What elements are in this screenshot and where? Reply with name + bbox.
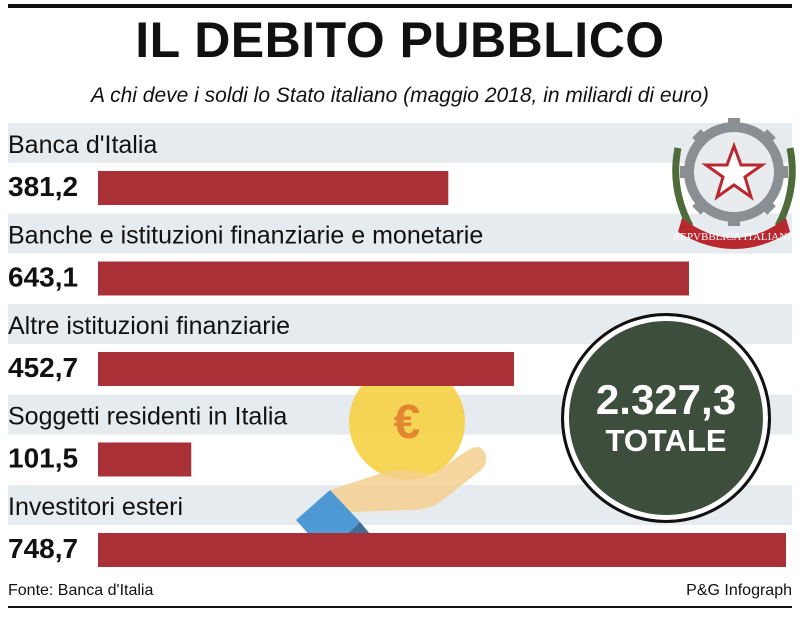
value-label: 748,7 [8,533,78,564]
bar [98,533,786,567]
value-label: 381,2 [8,171,78,202]
bar [98,171,449,205]
euro-coin-hand-icon: € [296,372,487,562]
value-label: 101,5 [8,443,78,474]
category-label: Soggetti residenti in Italia [8,403,287,431]
coin-icon [349,372,465,480]
bar [98,261,689,296]
total-label: TOTALE [605,423,727,458]
page-title: IL DEBITO PUBBLICO [135,12,665,68]
value-label: 452,7 [8,352,78,383]
category-label: Banche e istituzioni finanziarie e monet… [8,222,483,250]
category-label: Investitori esteri [8,493,183,521]
top-rule [8,4,792,8]
source-note: Fonte: Banca d'Italia [8,582,154,599]
bar [98,442,192,477]
category-label: Banca d'Italia [8,131,157,159]
credit-note: P&G Infograph [686,582,792,599]
total-value: 2.327,3 [595,376,737,423]
italian-republic-emblem-icon: REPVBBLICA ITALIANA [672,118,796,249]
total-badge: 2.327,3 TOTALE [561,313,771,523]
row-band [8,213,792,254]
emblem-text: REPVBBLICA ITALIANA [673,231,795,243]
row-band [8,123,792,163]
bar [98,352,514,386]
euro-symbol: € [394,396,421,449]
page-subtitle: A chi deve i soldi lo Stato italiano (ma… [91,84,709,107]
category-label: Altre istituzioni finanziarie [8,312,290,340]
bottom-rule [8,606,792,608]
value-label: 643,1 [8,262,78,293]
hand-icon [330,447,487,512]
